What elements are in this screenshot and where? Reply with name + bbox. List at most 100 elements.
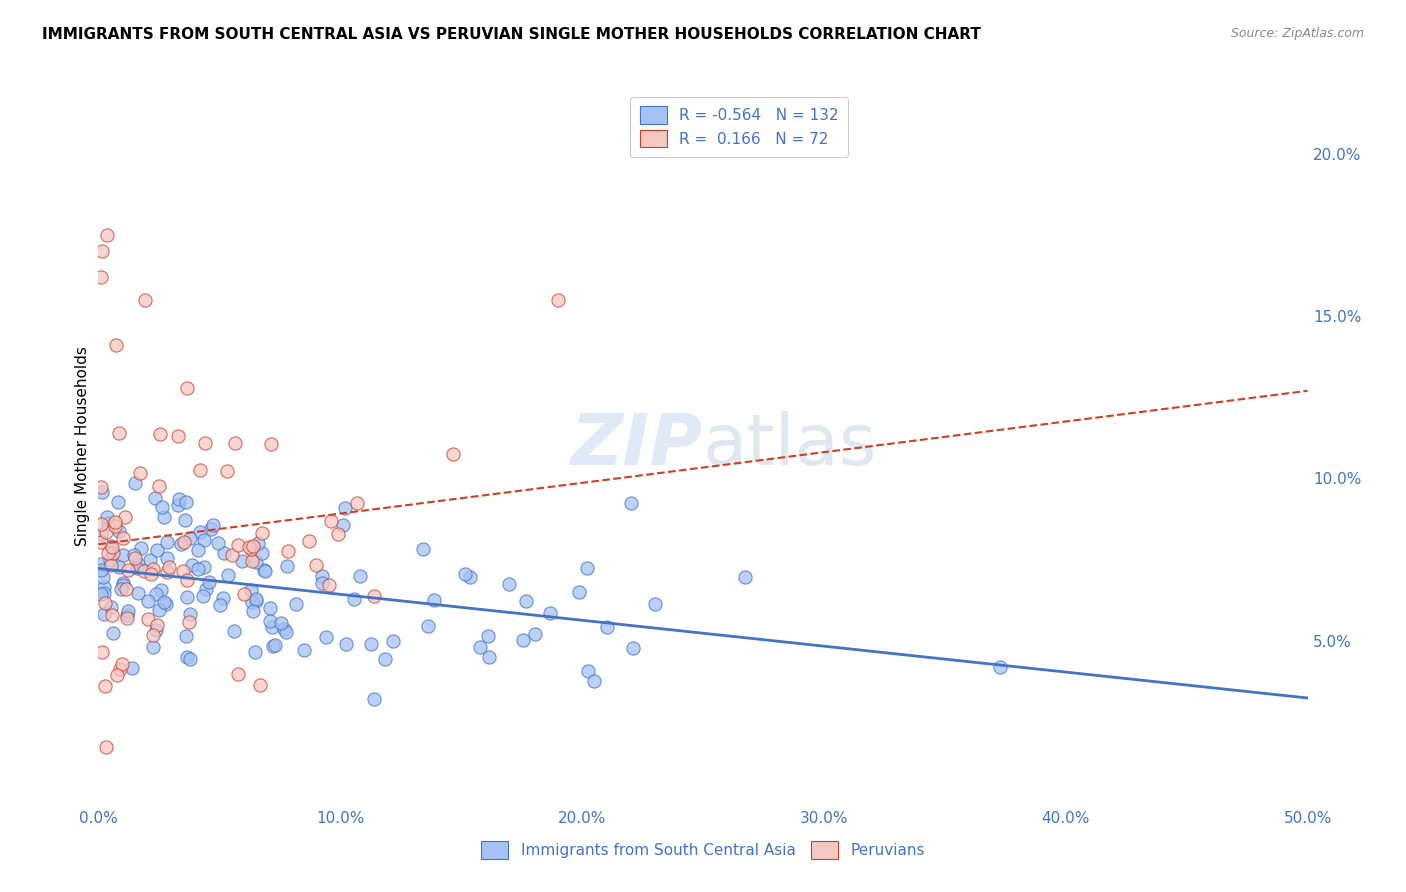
Point <box>478 650 501 665</box>
Point <box>145 587 167 601</box>
Point <box>100 558 122 573</box>
Point <box>285 597 308 611</box>
Point <box>198 574 221 589</box>
Point <box>240 554 263 568</box>
Point <box>195 582 218 597</box>
Point <box>108 662 131 676</box>
Point <box>156 551 179 566</box>
Point <box>212 591 235 606</box>
Text: ZIP: ZIP <box>571 411 703 481</box>
Point <box>91 484 114 499</box>
Point <box>458 570 481 584</box>
Point <box>128 466 150 480</box>
Point <box>142 640 165 654</box>
Point <box>174 629 197 643</box>
Point <box>233 587 256 601</box>
Point <box>121 661 143 675</box>
Point <box>620 496 643 510</box>
Text: IMMIGRANTS FROM SOUTH CENTRAL ASIA VS PERUVIAN SINGLE MOTHER HOUSEHOLDS CORRELAT: IMMIGRANTS FROM SOUTH CENTRAL ASIA VS PE… <box>42 27 981 42</box>
Point <box>468 640 491 654</box>
Point <box>104 515 127 529</box>
Point <box>94 680 117 694</box>
Point <box>305 558 328 573</box>
Point <box>243 645 266 659</box>
Point <box>207 536 229 550</box>
Point <box>125 561 148 575</box>
Point <box>115 582 138 597</box>
Point <box>167 491 190 506</box>
Point <box>226 666 249 681</box>
Point <box>311 576 333 591</box>
Point <box>276 544 298 558</box>
Point <box>240 542 263 557</box>
Point <box>105 338 128 352</box>
Point <box>90 557 112 571</box>
Point <box>231 554 253 568</box>
Point <box>335 637 357 651</box>
Point <box>274 624 297 639</box>
Point <box>173 535 195 549</box>
Point <box>136 612 159 626</box>
Point <box>194 436 217 450</box>
Point <box>167 428 190 442</box>
Point <box>153 510 176 524</box>
Point <box>166 499 188 513</box>
Point <box>172 565 194 579</box>
Point <box>174 495 197 509</box>
Point <box>249 678 271 692</box>
Point <box>512 632 534 647</box>
Point <box>260 437 283 451</box>
Point <box>96 509 118 524</box>
Point <box>254 564 277 578</box>
Point <box>139 553 162 567</box>
Point <box>179 651 201 665</box>
Point <box>142 628 165 642</box>
Point <box>335 500 357 515</box>
Point <box>174 513 197 527</box>
Point <box>176 573 198 587</box>
Point <box>498 577 520 591</box>
Point <box>242 604 264 618</box>
Point <box>332 518 354 533</box>
Point <box>193 589 215 603</box>
Point <box>107 426 129 441</box>
Point <box>179 532 201 546</box>
Point <box>112 576 135 591</box>
Point <box>262 620 284 634</box>
Point <box>94 525 117 540</box>
Point <box>583 673 606 688</box>
Point <box>176 590 198 604</box>
Point <box>242 539 264 553</box>
Point <box>156 535 179 549</box>
Point <box>188 462 211 476</box>
Point <box>145 623 167 637</box>
Point <box>93 607 115 621</box>
Point <box>94 596 117 610</box>
Point <box>150 500 173 515</box>
Point <box>221 549 243 563</box>
Point <box>157 559 180 574</box>
Point <box>145 542 167 557</box>
Point <box>90 517 112 532</box>
Point <box>247 536 270 550</box>
Point <box>143 491 166 505</box>
Point <box>97 546 120 560</box>
Point <box>273 623 295 637</box>
Point <box>538 607 561 621</box>
Point <box>91 645 114 659</box>
Point <box>187 543 209 558</box>
Point <box>108 559 131 574</box>
Point <box>245 594 267 608</box>
Point <box>524 626 547 640</box>
Point <box>90 270 112 285</box>
Point <box>115 607 138 622</box>
Point <box>245 591 267 606</box>
Point <box>382 634 405 648</box>
Point <box>240 595 263 609</box>
Point <box>315 630 337 644</box>
Point <box>111 548 134 562</box>
Point <box>124 476 146 491</box>
Point <box>112 577 135 591</box>
Point <box>127 585 149 599</box>
Point <box>412 541 434 556</box>
